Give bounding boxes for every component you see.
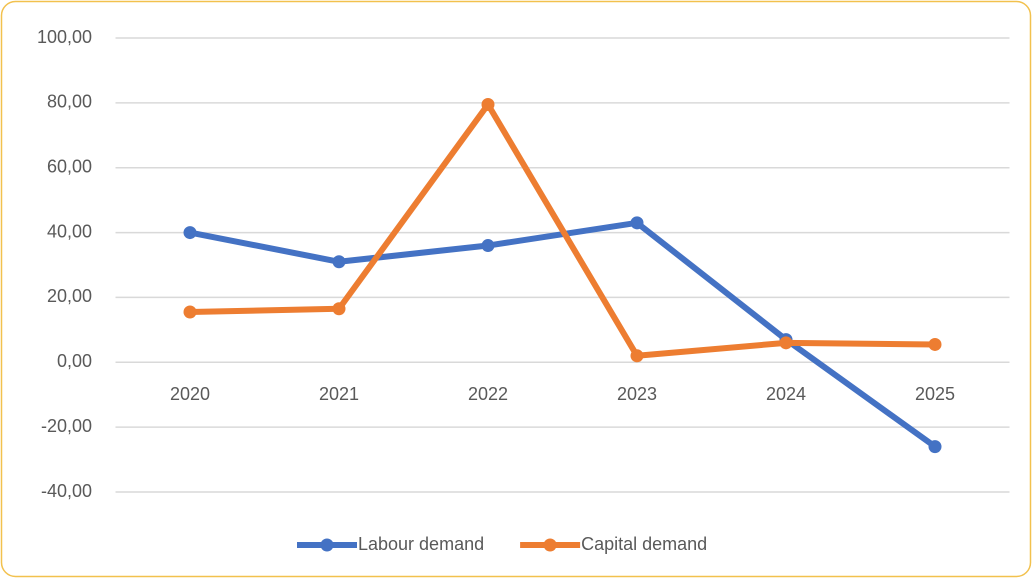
y-tick-label: -20,00 [41, 416, 92, 436]
legend-label: Labour demand [358, 534, 484, 554]
y-tick-label: 60,00 [47, 156, 92, 176]
legend-marker [543, 538, 557, 552]
data-point [183, 305, 197, 319]
x-tick-label: 2024 [766, 384, 806, 404]
y-tick-label: 20,00 [47, 286, 92, 306]
data-point [928, 337, 942, 351]
y-tick-label: 40,00 [47, 221, 92, 241]
x-tick-label: 2025 [915, 384, 955, 404]
y-tick-label: 80,00 [47, 92, 92, 112]
data-point [332, 302, 346, 316]
series-line [187, 101, 938, 359]
data-point [630, 216, 644, 230]
y-tick-label: -40,00 [41, 481, 92, 501]
data-point [481, 239, 495, 253]
data-point [183, 226, 197, 240]
x-tick-label: 2023 [617, 384, 657, 404]
x-tick-label: 2021 [319, 384, 359, 404]
legend-marker [320, 538, 334, 552]
data-point [928, 440, 942, 454]
legend-label: Capital demand [581, 534, 707, 554]
data-point [630, 349, 644, 363]
y-tick-label: 0,00 [57, 351, 92, 371]
data-point [332, 255, 346, 269]
data-point [779, 336, 793, 350]
data-point [481, 97, 495, 111]
y-tick-label: 100,00 [37, 27, 92, 47]
x-tick-label: 2022 [468, 384, 508, 404]
x-tick-label: 2020 [170, 384, 210, 404]
